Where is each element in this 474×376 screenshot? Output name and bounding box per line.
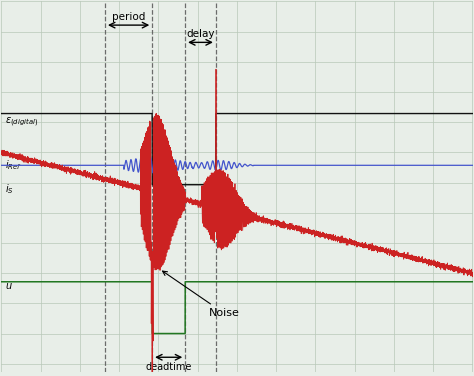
Text: Noise: Noise [163, 271, 239, 318]
Text: $\varepsilon_{(digital)}$: $\varepsilon_{(digital)}$ [5, 116, 38, 129]
Text: $i_{Ref}$: $i_{Ref}$ [5, 158, 22, 172]
Text: delay: delay [186, 29, 215, 39]
Text: $u$: $u$ [5, 281, 13, 291]
Text: $i_S$: $i_S$ [5, 182, 14, 196]
Text: deadtime: deadtime [146, 362, 192, 373]
Text: period: period [112, 12, 146, 22]
